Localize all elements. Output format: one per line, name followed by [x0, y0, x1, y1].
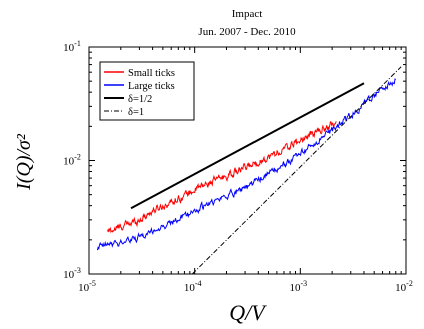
y-tick-label: 10-3 — [63, 266, 81, 281]
series-1 — [107, 121, 337, 234]
series-2 — [96, 78, 397, 251]
series-3 — [130, 82, 365, 210]
legend-label: δ=1 — [128, 107, 144, 118]
y-axis-label: I(Q)/σ² — [13, 133, 35, 191]
y-tick-label: 10-1 — [63, 39, 81, 54]
chart-subtitle: Jun. 2007 - Dec. 2010 — [198, 26, 296, 38]
legend-label: δ=1/2 — [128, 94, 152, 105]
axis-tick-labels: 10-5 10-4 10-3 10-2 10-3 10-2 10-1 — [63, 39, 413, 294]
x-tick-label: 10-4 — [184, 279, 202, 294]
axis-ticks — [88, 47, 406, 275]
series-4 — [191, 66, 402, 275]
y-tick-label: 10-2 — [63, 153, 81, 168]
x-tick-label: 10-3 — [289, 279, 307, 294]
legend-label: Large ticks — [128, 81, 175, 92]
legend-label: Small ticks — [128, 68, 175, 79]
legend: Small ticks Large ticks δ=1/2 δ=1 — [104, 68, 175, 118]
x-axis-label: Q/V — [229, 300, 267, 325]
chart-title: Impact — [232, 8, 263, 20]
x-tick-label: 10-2 — [395, 279, 413, 294]
x-tick-label: 10-5 — [78, 279, 96, 294]
series-layer — [96, 66, 402, 275]
